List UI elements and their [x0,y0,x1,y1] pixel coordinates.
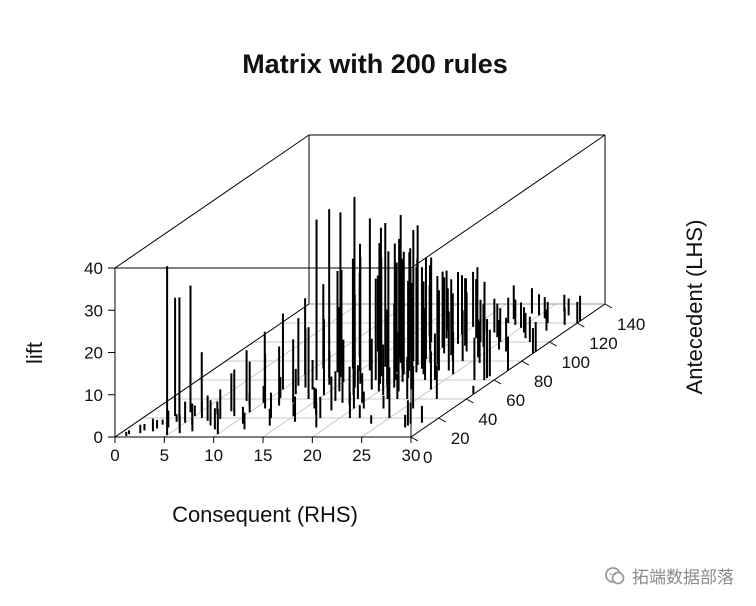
x-tick-label: 10 [204,446,223,465]
watermark: 拓端数据部落 [604,563,734,588]
y-tick [493,379,502,385]
x-tick-label: 25 [352,446,371,465]
y-tick [577,322,585,328]
y-tick-label: 60 [506,391,525,410]
y-tick-label: 140 [617,315,645,334]
x-axis-label: Consequent (RHS) [172,502,358,527]
data-points [125,196,582,437]
y-tick-label: 40 [478,410,497,429]
box-edge [410,303,606,438]
y-tick-label: 20 [451,429,470,448]
box-edge [114,303,310,438]
z-axis-label: lift [22,342,47,364]
y-tick-label: 100 [562,353,590,372]
y-tick [604,303,613,309]
x-tick-label: 5 [160,446,169,465]
x-tick-label: 20 [303,446,322,465]
y-tick [410,436,419,442]
z-tick-label: 40 [84,259,103,278]
watermark-text: 拓端数据部落 [632,568,734,588]
chart-title: Matrix with 200 rules [242,49,508,79]
y-tick [521,360,530,366]
y-tick-label: 120 [589,334,617,353]
y-tick [438,417,446,423]
x-tick-label: 15 [254,446,273,465]
grid-line-x [164,303,359,438]
y-tick [549,341,557,347]
z-tick-label: 20 [84,344,103,363]
z-tick-label: 0 [94,428,103,447]
y-tick-label: 0 [423,448,432,467]
wechat-bubble-icon [605,566,625,584]
y-tick-label: 80 [534,372,553,391]
y-axis-label: Antecedent (LHS) [682,220,707,395]
x-tick-label: 0 [110,446,119,465]
y-tick [466,398,474,404]
box-edge [114,134,310,269]
x-tick-label: 30 [402,446,421,465]
z-tick-label: 30 [84,301,103,320]
z-tick-label: 10 [84,386,103,405]
box-edge [410,134,606,269]
